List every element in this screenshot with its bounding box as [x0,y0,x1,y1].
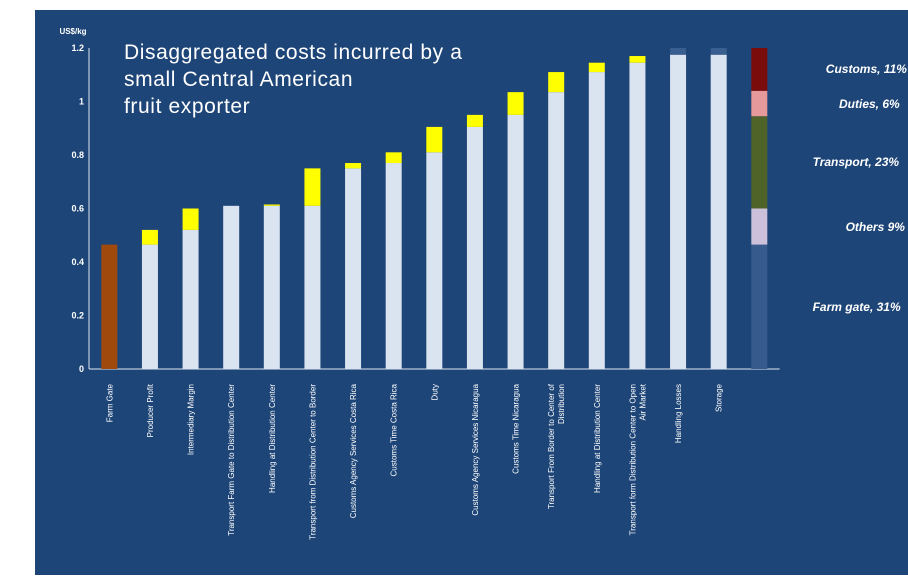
x-category-label: Transport from Distribution Center to Bo… [308,384,317,540]
increment-bar [426,126,443,153]
summary-segment-label: Duties, 6% [839,96,900,111]
x-category-label: Handling at Distribution Center [593,384,602,493]
increment-bar [710,48,727,55]
y-tick-label: 0.8 [71,150,84,160]
chart-slide: US$/kg 0 0.2 0.4 0.6 0.8 1 1.2 Farm Gate Producer… [35,10,908,575]
x-category-label: Handling Losses [674,384,683,443]
increment-bar [101,244,118,369]
chart-title: Disaggregated costs incurred by a small … [124,39,504,120]
chart-title-line: small Central American [124,68,354,91]
increment-bar [670,48,687,55]
cumulative-bar [223,205,240,369]
y-axis-unit-label: US$/kg [59,27,86,36]
summary-segment-label: Transport, 23% [812,155,900,170]
increment-bar [629,56,646,63]
summary-segment-label: Customs, 11% [825,62,907,77]
cumulative-bar [466,126,483,369]
x-category-label: Transport From Border to Center ofDistri… [547,383,566,509]
y-tick-label: 0.6 [71,204,84,214]
summary-segment [751,244,768,369]
x-category-label: Intermediary Margin [187,384,196,455]
y-tick-label: 0.4 [71,257,84,267]
summary-segment [751,208,768,245]
summary-segment [751,90,768,117]
increment-bar [466,114,483,127]
summary-segment [751,48,768,91]
y-tick-label: 1 [79,97,84,107]
y-tick-label: 0.2 [71,311,84,321]
cumulative-bar [304,205,321,369]
increment-bar [345,163,362,169]
cumulative-bar [629,62,646,370]
cumulative-bar [263,205,280,369]
increment-bar [588,62,605,73]
cumulative-bar [507,114,524,369]
x-category-label: Duty [430,384,439,400]
x-category-label: Handling at Distribution Center [268,384,277,493]
x-category-label: Customs Agency Services Nicaragua [471,383,480,515]
x-category-label: Producer Profit [146,383,155,437]
cumulative-bar [182,229,199,369]
summary-segment-label: Farm gate, 31% [812,299,901,314]
cumulative-bar [426,152,443,369]
x-category-label: Customs Time Nicaragua [512,383,521,473]
increment-bar [304,168,321,206]
x-category-label: Transport Farm Gate to Distribution Cent… [227,384,236,536]
y-tick-label: 1.2 [71,43,84,53]
y-tick-label: 0 [79,364,84,374]
cumulative-bar [670,54,687,369]
x-category-label: Customs Time Costa Rica [390,383,399,476]
increment-bar [182,208,199,230]
increment-bar [385,152,402,164]
waterfall-chart: US$/kg 0 0.2 0.4 0.6 0.8 1 1.2 Farm Gate Producer… [59,27,780,540]
cumulative-bar [345,168,362,369]
increment-bar [263,204,280,206]
increment-bar [548,72,565,93]
cumulative-bar [548,92,565,369]
chart-title-line: Disaggregated costs incurred by a [124,41,463,64]
x-category-label: Storage [715,383,724,412]
cumulative-bar [141,244,158,369]
cumulative-bar [588,72,605,369]
cumulative-bar [385,163,402,369]
summary-segment [751,116,768,209]
x-category-label: Farm Gate [105,383,114,422]
chart-title-line: fruit exporter [124,95,251,118]
increment-bar [507,92,524,115]
x-category-label: Transport form Distribution Center to Op… [628,383,647,535]
x-category-label: Customs Agency Services Costa Rica [349,383,358,518]
cumulative-bar [710,54,727,369]
summary-segment-label: Others 9% [845,219,905,234]
increment-bar [141,229,158,245]
